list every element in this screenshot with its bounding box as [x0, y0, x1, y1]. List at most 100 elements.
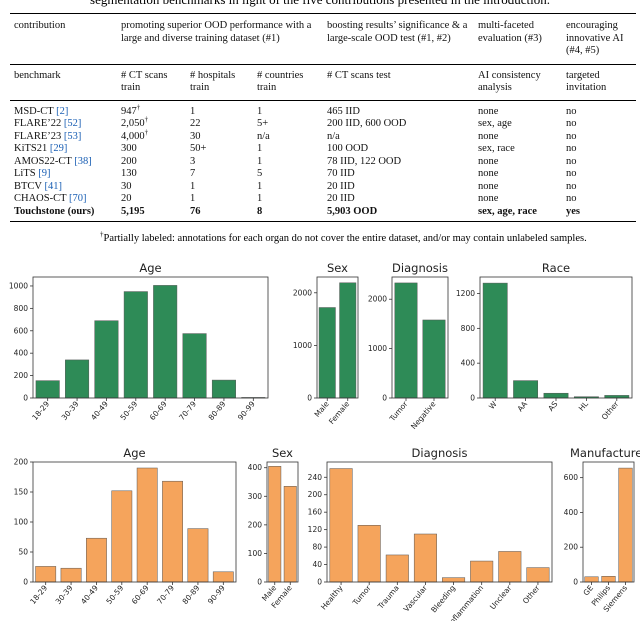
- x-tick-label: 40-49: [79, 583, 100, 606]
- group-header: boosting results’ significance & a large…: [323, 13, 474, 64]
- plot-frame: [326, 461, 553, 583]
- table-cell: none: [478, 193, 499, 204]
- x-tick-label: 40-49: [89, 399, 110, 422]
- x-tick-label: 50-59: [104, 583, 125, 606]
- bar: [601, 576, 616, 583]
- y-tick-label: 0: [23, 578, 28, 587]
- table-cell: 50+: [190, 143, 207, 154]
- table-row: CHAOS-CT [70] 20 1 1 20 IID none no: [10, 193, 636, 206]
- column-header: targeted invitation: [562, 63, 636, 101]
- footnote: †Partially labeled: annotations for each…: [100, 230, 587, 244]
- table-cell: no: [566, 180, 577, 192]
- table-cell: CHAOS-CT [70]: [14, 193, 87, 204]
- table-row: Touchstone (ours) 5,195 76 8 5,903 OOD sex, a…: [10, 205, 636, 222]
- bar: [35, 380, 60, 399]
- table-cell: 20 IID: [327, 180, 355, 192]
- y-tick-label: 240: [308, 473, 323, 482]
- table-cell: no: [566, 168, 577, 179]
- table-cell: 1: [257, 105, 263, 117]
- plot-frame: [32, 461, 237, 583]
- chart-title: Diagnosis: [412, 446, 468, 460]
- x-tick-label: Trauma: [375, 584, 400, 612]
- table-cell: none: [478, 155, 499, 167]
- y-tick-label: 200: [14, 371, 29, 380]
- y-tick-label: 100: [14, 518, 29, 527]
- x-tick-label: 80-89: [207, 399, 228, 422]
- bar: [513, 380, 539, 399]
- table-cell: 2,050†: [121, 115, 149, 129]
- y-tick-label: 200: [248, 520, 263, 529]
- y-tick-label: 200: [14, 458, 29, 467]
- chart-title: Age: [139, 261, 161, 275]
- table-cell: 100 OOD: [327, 143, 369, 154]
- column-header: # hospitals train: [186, 63, 253, 101]
- table-cell: KiTS21 [29]: [14, 143, 68, 154]
- bar: [283, 486, 297, 583]
- table-cell: sex, age: [478, 118, 512, 129]
- x-tick-label: 90-99: [236, 399, 257, 422]
- bar: [86, 537, 107, 583]
- x-tick-label: Tumor: [350, 583, 373, 608]
- x-tick-label: Male: [312, 399, 331, 419]
- plot-frame: [32, 276, 269, 399]
- y-tick-label: 0: [23, 394, 28, 403]
- table-cell: MSD-CT [2]: [14, 105, 69, 117]
- table-cell: 1: [257, 180, 263, 192]
- bar: [470, 560, 494, 583]
- bar: [422, 319, 446, 399]
- table-cell: BTCV [41]: [14, 180, 62, 192]
- y-tick-label: 80: [312, 543, 322, 552]
- table-cell: no: [566, 130, 577, 142]
- x-tick-label: Tumor: [387, 399, 410, 424]
- y-tick-label: 0: [317, 578, 322, 587]
- bar: [60, 567, 82, 583]
- x-tick-label: 60-69: [148, 399, 169, 422]
- chart-title: Manufacturer: [570, 446, 640, 460]
- bar: [187, 528, 209, 583]
- table-cell: n/a: [327, 130, 340, 142]
- table-cell: 300: [121, 143, 137, 154]
- group-header: promoting superior OOD performance with …: [117, 13, 323, 64]
- table-row: LiTS [9] 130 7 5 70 IID none no: [10, 168, 636, 181]
- chart-title: Age: [123, 446, 145, 460]
- table-cell: 130: [121, 168, 137, 179]
- y-tick-label: 1000: [9, 281, 28, 290]
- table-cell: 20: [121, 193, 132, 204]
- x-tick-label: Healthy: [319, 583, 345, 611]
- table-cell: 1: [257, 143, 263, 154]
- bar: [394, 282, 418, 399]
- x-tick-label: Female: [327, 399, 352, 426]
- y-tick-label: 400: [248, 463, 263, 472]
- table-cell: 465 IID: [327, 105, 360, 117]
- plot-frame: [391, 276, 449, 399]
- table-cell: 30: [190, 130, 201, 142]
- x-tick-label: 30-39: [60, 399, 81, 422]
- bar: [65, 359, 90, 399]
- bar: [584, 576, 599, 583]
- group-header: multi-faceted evaluation (#3): [474, 13, 562, 64]
- x-tick-label: 18-29: [28, 583, 49, 606]
- table-cell: 22: [190, 118, 201, 129]
- x-tick-label: 90-99: [206, 583, 227, 606]
- bar: [268, 466, 282, 583]
- table-cell: 4,000†: [121, 128, 149, 142]
- table-cell: LiTS [9]: [14, 168, 51, 179]
- bar: [543, 392, 569, 399]
- table-cell: 947†: [121, 103, 141, 117]
- table-cell: sex, age, race: [474, 205, 562, 222]
- y-tick-label: 400: [14, 349, 29, 358]
- bar: [212, 571, 234, 583]
- y-tick-label: 2000: [368, 295, 387, 304]
- chart-title: Race: [542, 261, 570, 275]
- bar: [339, 282, 357, 399]
- table-row: benchmark # CT scans train # hospitals tra…: [10, 63, 636, 101]
- column-header: benchmark: [10, 63, 117, 101]
- y-tick-label: 400: [564, 508, 579, 517]
- table-cell: no: [566, 143, 577, 154]
- x-tick-label: Other: [521, 583, 542, 606]
- table-cell: 1: [190, 193, 196, 204]
- table-cell: 1: [190, 180, 196, 192]
- x-tick-label: GE: [581, 583, 595, 597]
- plot-frame: [316, 276, 359, 399]
- y-tick-label: 1200: [456, 289, 475, 298]
